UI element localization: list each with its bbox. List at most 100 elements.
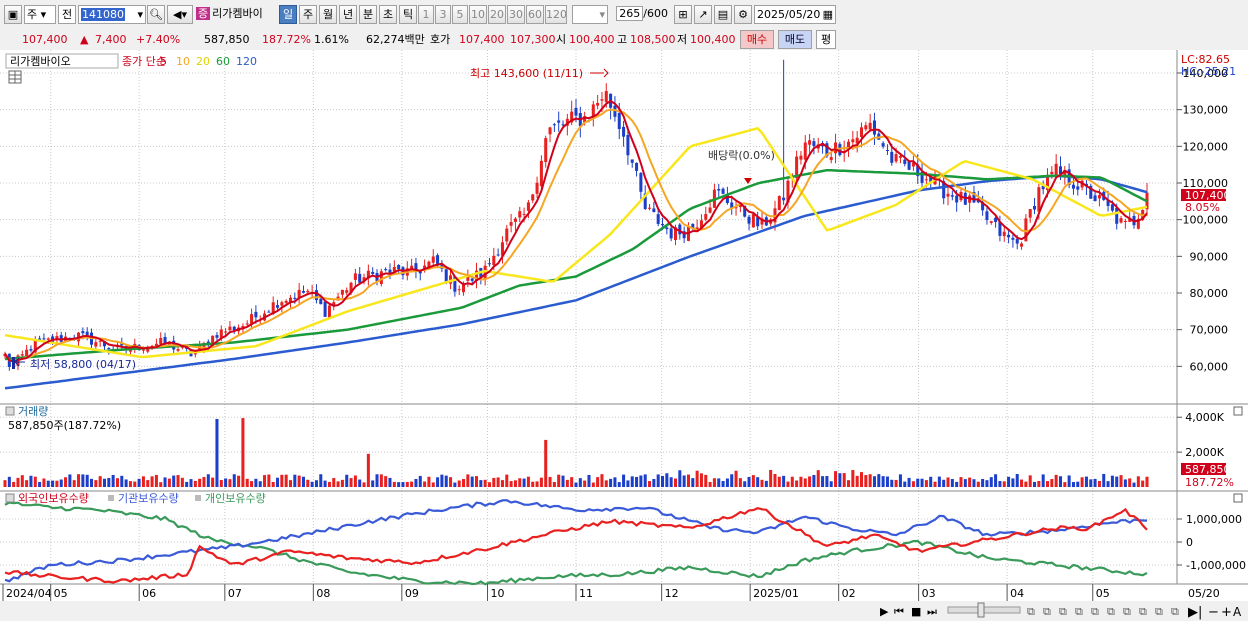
candle-body — [777, 196, 781, 211]
date-input[interactable]: 2025/05/20 ▦ — [754, 5, 836, 24]
stock-code-input[interactable]: 141080 ▾ — [78, 5, 146, 24]
interval-button-120[interactable]: 120 — [545, 5, 567, 24]
candle-body — [682, 231, 686, 239]
candle-body — [795, 156, 799, 179]
candle-body — [738, 202, 742, 208]
volume-bar — [976, 481, 980, 487]
volume-pane-close-icon[interactable] — [1233, 406, 1243, 416]
candle-body — [1080, 180, 1084, 188]
holdings-pane-icon[interactable] — [5, 493, 15, 503]
buy-button[interactable]: 매수 — [740, 30, 774, 49]
volume-bar — [185, 481, 189, 487]
interval-button-20[interactable]: 20 — [488, 5, 506, 24]
interval-button-5[interactable]: 5 — [452, 5, 468, 24]
volume-pane-icon[interactable] — [5, 406, 15, 416]
volume-bar — [159, 482, 163, 487]
bar-count-display: 265/600 — [612, 5, 668, 24]
candle-body — [1076, 186, 1080, 190]
volume-bar — [734, 470, 738, 487]
zoom-tool-icon-8[interactable]: ⧉ — [1139, 605, 1147, 618]
chart-settings-icon[interactable]: ▣ — [4, 5, 22, 24]
type-select[interactable]: 전 — [58, 5, 76, 24]
zoom-tool-icon-1[interactable]: ⧉ — [1027, 605, 1035, 618]
zoom-tool-icon-3[interactable]: ⧉ — [1059, 605, 1067, 618]
scroll-right-icon[interactable]: ▶ — [880, 605, 889, 618]
x-tick-label: 05 — [1096, 587, 1110, 600]
volume-bar — [686, 474, 690, 487]
volume-bar — [90, 478, 94, 487]
stop-icon[interactable]: ■ — [911, 605, 921, 618]
y-axis-ticks: 140,000 130,000 120,000 110,000 100,000 90,00… — [1177, 67, 1246, 572]
volume-bar — [872, 476, 876, 487]
scroll-end-icon[interactable]: ▶| — [1188, 605, 1202, 620]
volume-bar — [596, 477, 600, 487]
interval-button-10[interactable]: 10 — [469, 5, 487, 24]
volume-bar — [414, 478, 418, 487]
zoom-tool-icon-10[interactable]: ⧉ — [1171, 605, 1179, 618]
candle-body — [1110, 204, 1114, 211]
flat-button[interactable]: 평 — [816, 30, 836, 49]
volume-bar — [319, 474, 323, 487]
period-button-3[interactable]: 년 — [339, 5, 357, 24]
save-icon[interactable]: ▤ — [714, 5, 732, 24]
stock-name: 리가켐바이 — [212, 7, 263, 20]
candle-body — [301, 290, 305, 293]
x-tick-label: 10 — [490, 587, 504, 600]
zoom-out-icon[interactable]: − — [1208, 605, 1219, 620]
font-size-icon[interactable]: A — [1233, 605, 1242, 619]
interval-button-60[interactable]: 60 — [526, 5, 544, 24]
crosshair-icon[interactable]: ⊞ — [674, 5, 692, 24]
period-button-4[interactable]: 분 — [359, 5, 377, 24]
price-chart[interactable]: 140,000 130,000 120,000 110,000 100,000 90,00… — [0, 50, 1248, 621]
interval-button-3[interactable]: 3 — [435, 5, 451, 24]
candle-body — [626, 135, 630, 156]
last-volume-badge — [1181, 463, 1226, 475]
zoom-slider-handle[interactable] — [977, 602, 985, 618]
rewind-icon[interactable]: ⏮ — [894, 605, 904, 618]
candle-body — [1011, 237, 1015, 240]
volume-bar — [513, 480, 517, 487]
candle-body — [1063, 169, 1067, 177]
interval-custom-input[interactable]: ▾ — [572, 5, 608, 24]
zoom-in-icon[interactable]: + — [1221, 605, 1232, 620]
zoom-tool-icon-2[interactable]: ⧉ — [1043, 605, 1051, 618]
volume-bar — [410, 481, 414, 487]
volume-bar — [1033, 481, 1037, 487]
x-tick-label: 12 — [665, 587, 679, 600]
market-select[interactable]: 주 ▾ — [24, 5, 56, 24]
candle-body — [911, 162, 915, 167]
search-icon[interactable]: 🔍︎ — [147, 5, 165, 24]
legend-name-box[interactable] — [5, 53, 119, 69]
zoom-tool-icon-4[interactable]: ⧉ — [1075, 605, 1083, 618]
volume-bar — [327, 481, 331, 487]
candle-body — [462, 283, 466, 293]
period-button-2[interactable]: 월 — [319, 5, 337, 24]
volume-bar — [202, 476, 206, 487]
calendar-icon[interactable]: ▦ — [822, 8, 833, 21]
gear-icon[interactable]: ⚙ — [734, 5, 752, 24]
speaker-icon[interactable]: ◀▾ — [167, 5, 193, 24]
zoom-tool-icon-6[interactable]: ⧉ — [1107, 605, 1115, 618]
period-button-1[interactable]: 주 — [299, 5, 317, 24]
bar-count-input[interactable]: 265 — [616, 6, 644, 21]
candle-body — [1033, 205, 1037, 210]
stock-name-display: 증 리가켐바이 — [196, 5, 278, 24]
interval-button-1[interactable]: 1 — [418, 5, 434, 24]
volume-bar — [622, 474, 626, 487]
zoom-tool-icon-7[interactable]: ⧉ — [1123, 605, 1131, 618]
volume-bar — [237, 475, 241, 487]
volume-bar — [1024, 481, 1028, 487]
zoom-tool-icon-9[interactable]: ⧉ — [1155, 605, 1163, 618]
candle-body — [539, 160, 543, 187]
holdings-pane-close-icon[interactable] — [1233, 493, 1243, 503]
zoom-tool-icon-5[interactable]: ⧉ — [1091, 605, 1099, 618]
period-button-0[interactable]: 일 — [279, 5, 297, 24]
interval-button-30[interactable]: 30 — [507, 5, 525, 24]
volume-bar — [397, 482, 401, 487]
period-button-5[interactable]: 초 — [379, 5, 397, 24]
candle-body — [756, 217, 760, 227]
forward-icon[interactable]: ⏭ — [927, 605, 937, 618]
sell-button[interactable]: 매도 — [778, 30, 812, 49]
drawing-tool-icon[interactable]: ↗ — [694, 5, 712, 24]
period-button-6[interactable]: 틱 — [399, 5, 417, 24]
